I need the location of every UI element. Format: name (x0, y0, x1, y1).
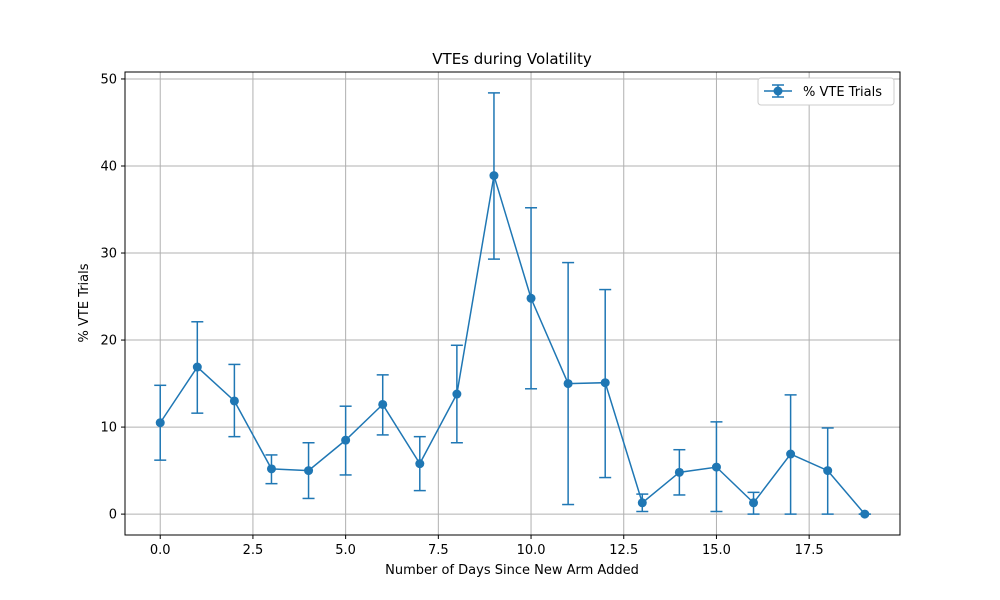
y-tick-label: 40 (100, 159, 117, 174)
x-tick-label: 10.0 (517, 543, 546, 558)
data-point (526, 293, 536, 303)
legend-label: % VTE Trials (803, 85, 882, 100)
series-line (159, 175, 866, 515)
data-point (786, 449, 796, 459)
x-tick-label: 12.5 (609, 543, 638, 558)
y-tick-label: 50 (100, 72, 117, 87)
x-tick-label: 17.5 (795, 543, 824, 558)
data-point (860, 509, 870, 519)
data-point (415, 459, 425, 469)
y-tick-label: 20 (100, 334, 117, 349)
data-point (489, 171, 499, 181)
legend: % VTE Trials (757, 77, 895, 106)
x-tick-label: 5.0 (335, 543, 356, 558)
data-point (341, 435, 351, 445)
data-point (711, 462, 721, 472)
data-point (452, 389, 462, 399)
x-axis-title: Number of Days Since New Arm Added (385, 563, 639, 578)
series-layer (154, 92, 871, 519)
legend-dot (773, 86, 783, 96)
y-tick-label: 0 (109, 508, 117, 523)
data-point (378, 399, 388, 409)
data-point (563, 379, 573, 389)
data-point (266, 464, 276, 474)
plot-area (124, 71, 901, 536)
data-point (600, 378, 610, 388)
y-axis-title: % VTE Trials (77, 263, 92, 342)
y-tick-label: 10 (100, 421, 117, 436)
legend-box (757, 77, 895, 106)
x-tick-label: 15.0 (702, 543, 731, 558)
data-point (637, 498, 647, 508)
data-point (674, 467, 684, 477)
data-point (749, 498, 759, 508)
data-point (192, 362, 202, 372)
y-tick-label: 30 (100, 247, 117, 262)
x-tick-label: 7.5 (428, 543, 449, 558)
data-point (823, 466, 833, 476)
y-axis: 0 10 20 30 40 50 (100, 72, 125, 523)
x-tick-label: 2.5 (243, 543, 264, 558)
x-tick-label: 0.0 (150, 543, 171, 558)
grid (125, 72, 900, 535)
chart-title: VTEs during Volatility (432, 50, 592, 68)
data-point (229, 396, 239, 406)
data-point (155, 418, 165, 428)
x-axis: 0.0 2.5 5.0 7.5 10.0 12.5 15.0 17.5 (150, 535, 824, 558)
legend-marker (764, 84, 792, 98)
data-point (304, 466, 314, 476)
